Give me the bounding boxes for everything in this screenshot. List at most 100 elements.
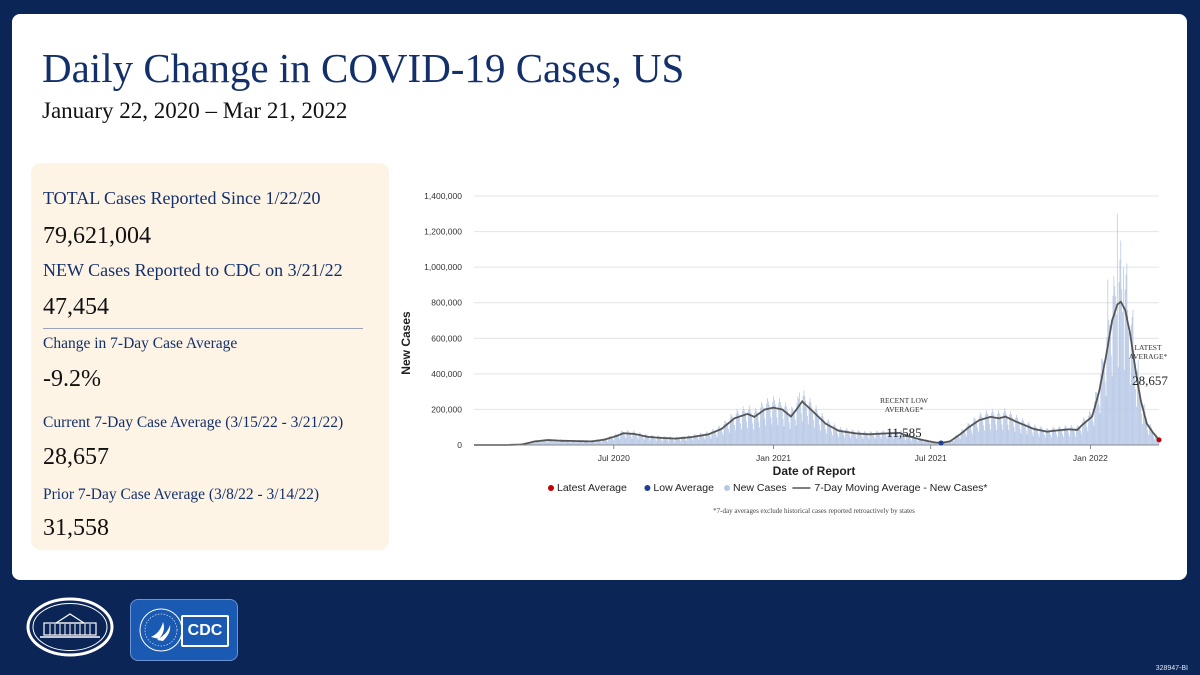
daily-case-bar <box>602 438 604 445</box>
daily-case-bar <box>995 424 997 445</box>
daily-case-bar <box>1125 274 1127 445</box>
daily-case-bar <box>1003 412 1004 445</box>
daily-case-bar <box>1118 281 1120 445</box>
daily-case-bar <box>654 437 655 445</box>
daily-case-bar <box>907 434 909 445</box>
daily-case-bar <box>804 395 806 445</box>
y-tick-label: 200,000 <box>431 404 462 414</box>
daily-case-bar <box>1142 424 1143 445</box>
daily-case-bar <box>1069 436 1070 445</box>
daily-case-bar <box>706 431 708 445</box>
chart-axes: 0 200,000 400,000 600,000 800,000 1,000,000 1,… <box>424 191 1159 463</box>
daily-case-bar <box>899 431 901 445</box>
daily-case-bar <box>611 437 613 445</box>
daily-case-bar <box>818 418 820 445</box>
daily-case-bar <box>868 439 870 445</box>
daily-case-bar <box>736 409 738 445</box>
daily-case-bar <box>694 434 695 445</box>
daily-case-bar <box>771 424 773 445</box>
daily-case-bar <box>615 434 617 445</box>
daily-case-bar <box>826 433 827 445</box>
daily-case-bar <box>973 417 975 445</box>
daily-case-bar <box>629 434 631 445</box>
daily-case-bar <box>960 431 962 445</box>
document-id: 328947-BI <box>1155 665 1188 672</box>
x-tick-label: Jan 2022 <box>1073 453 1108 463</box>
daily-case-bar <box>872 434 874 445</box>
daily-case-bar <box>845 429 846 445</box>
daily-case-bar <box>1091 417 1093 445</box>
daily-case-bar <box>1011 417 1013 445</box>
daily-case-bar <box>768 404 770 445</box>
daily-case-bar <box>711 431 713 445</box>
daily-case-bar <box>922 441 924 445</box>
hhs-eagle-icon <box>139 608 183 652</box>
daily-case-bar <box>788 422 790 445</box>
daily-case-bar <box>862 438 864 445</box>
daily-case-bar <box>1123 267 1124 445</box>
daily-case-bar <box>1055 431 1057 445</box>
daily-case-bar <box>933 442 935 445</box>
daily-case-bar <box>1106 336 1108 445</box>
daily-case-bar <box>824 423 826 445</box>
prior-avg-value: 31,558 <box>43 515 109 541</box>
daily-case-bar <box>589 443 590 445</box>
daily-case-bar <box>662 436 664 445</box>
daily-case-bar <box>895 430 897 445</box>
daily-case-bar <box>1065 426 1067 445</box>
daily-case-bar <box>833 425 834 445</box>
daily-case-bar <box>545 441 547 445</box>
daily-case-bar <box>925 439 926 445</box>
daily-case-bar <box>931 440 932 445</box>
daily-case-bar <box>1001 424 1003 445</box>
daily-case-bar <box>885 434 886 445</box>
daily-case-bar <box>958 437 960 445</box>
daily-case-bar <box>864 430 866 445</box>
daily-case-bar <box>854 433 856 445</box>
daily-case-bar <box>610 436 612 445</box>
daily-case-bar <box>1094 401 1096 445</box>
daily-case-bar <box>888 429 890 445</box>
daily-case-bar <box>798 398 800 445</box>
daily-case-bar <box>590 440 592 445</box>
daily-case-bar <box>876 430 878 445</box>
daily-case-bar <box>631 438 633 445</box>
daily-case-bar <box>786 406 787 445</box>
daily-case-bar <box>688 435 689 445</box>
daily-case-bar <box>925 439 927 445</box>
daily-case-bar <box>944 441 945 445</box>
recent-low-label: RECENT LOW AVERAGE* <box>880 396 929 414</box>
daily-case-bar <box>701 434 703 445</box>
daily-case-bar <box>879 436 881 445</box>
new-cases-label: NEW Cases Reported to CDC on 3/21/22 <box>43 260 343 280</box>
daily-case-bar <box>760 401 762 445</box>
daily-case-bar <box>1111 376 1113 445</box>
daily-case-bar <box>921 440 923 445</box>
daily-case-bar <box>946 442 948 445</box>
daily-case-bar <box>929 443 931 445</box>
daily-case-bar <box>708 433 709 445</box>
daily-case-bar <box>987 414 989 445</box>
daily-case-bar <box>785 402 787 445</box>
daily-case-bar <box>971 433 973 445</box>
daily-case-bar <box>1042 429 1044 445</box>
legend-label: Low Average <box>653 482 714 494</box>
daily-case-bar <box>688 435 690 445</box>
daily-case-bar <box>597 439 599 445</box>
daily-case-bar <box>1120 240 1122 445</box>
daily-case-bar <box>1141 414 1143 445</box>
daily-case-bar <box>693 435 695 445</box>
daily-case-bar <box>573 440 575 445</box>
daily-case-bar <box>1126 263 1128 445</box>
daily-case-bar <box>956 435 958 445</box>
daily-case-bar <box>635 433 636 445</box>
daily-case-bar <box>532 442 534 445</box>
daily-case-bar <box>727 428 729 445</box>
daily-case-bar <box>839 426 841 445</box>
daily-case-bar <box>844 437 846 445</box>
daily-case-bar <box>559 440 561 445</box>
daily-case-bar <box>1013 426 1015 445</box>
daily-case-bar <box>1128 332 1130 445</box>
daily-case-bar <box>1132 309 1134 445</box>
daily-case-bar <box>558 442 560 445</box>
